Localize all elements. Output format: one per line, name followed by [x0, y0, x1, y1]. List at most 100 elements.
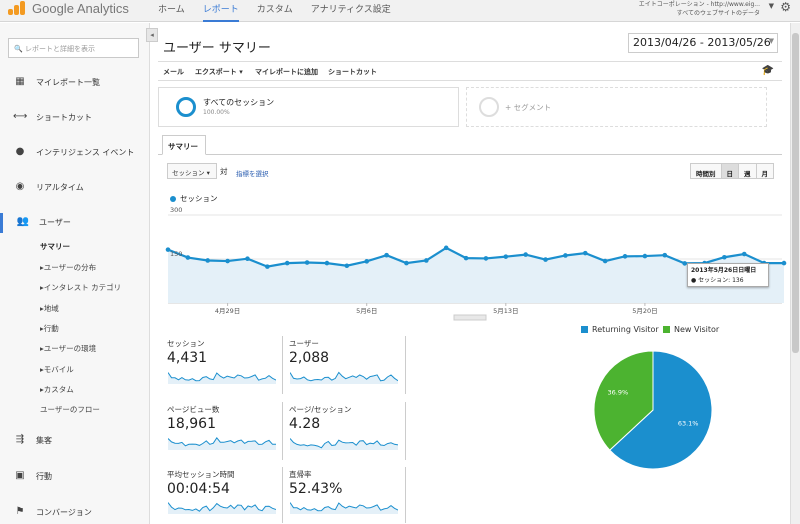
x-tick-label: 5月20日 [632, 307, 657, 315]
acquisition-icon: ⇶ [15, 434, 25, 445]
gear-icon[interactable]: ⚙ [780, 0, 791, 14]
scrollbar-thumb[interactable] [792, 33, 799, 353]
scorecard-label: ページビュー数 [167, 405, 220, 414]
legend-label: New Visitor [674, 325, 720, 334]
tab-summary[interactable]: サマリー [162, 135, 206, 155]
data-point [225, 258, 230, 264]
visitor-type-pie-chart: 63.1% 36.9% [593, 350, 713, 470]
data-point [424, 258, 429, 263]
sidebar-item-label: インテリジェンス イベント [36, 148, 135, 157]
add-segment-box[interactable]: + セグメント [466, 87, 767, 127]
page-scrollbar[interactable] [790, 23, 800, 524]
granularity-buttons: 時間別 日 週 月 [690, 163, 774, 179]
scorecard-label: セッション [167, 339, 205, 348]
scorecard-value: 2,088 [289, 350, 330, 366]
sparkline-area [290, 502, 398, 514]
series-area [168, 247, 784, 303]
sidebar-item-label: マイレポート一覧 [36, 78, 100, 87]
data-point [404, 260, 409, 266]
sidebar-subitem-behavior[interactable]: ▸行動 [40, 324, 59, 333]
scorecard-label: 平均セッション時間 [167, 470, 235, 479]
data-point [284, 260, 290, 266]
sparkline-line [168, 436, 276, 447]
account-selector[interactable]: エイトコーポレーション - http://www.eig... すべてのウェブサ… [639, 0, 760, 18]
data-point [602, 258, 608, 264]
sidebar-item-audience[interactable]: 👥 ユーザー [0, 213, 150, 233]
export-button[interactable]: エクスポート ▾ [195, 68, 243, 76]
sparkline-area [290, 372, 398, 384]
divider [282, 467, 283, 523]
segment-pct: 100.00% [203, 109, 230, 116]
sidebar-item-label: 集客 [36, 436, 52, 445]
segment-all-sessions[interactable]: すべてのセッション 100.00% [158, 87, 459, 127]
series-legend-dot [170, 196, 176, 202]
granularity-day-button[interactable]: 日 [720, 163, 739, 179]
sidebar-item-intelligence[interactable]: ● インテリジェンス イベント [0, 143, 150, 163]
sidebar-subitem-users-flow[interactable]: ユーザーのフロー [40, 405, 100, 414]
search-icon: 🔍 [14, 45, 23, 53]
granularity-month-button[interactable]: 月 [755, 163, 774, 179]
chevron-down-icon: ▾ [206, 169, 210, 177]
google-analytics-logo[interactable]: Google Analytics [8, 0, 129, 16]
grid-icon: ▦ [15, 76, 25, 87]
tooltip-date: 2013年5月26日日曜日 [691, 267, 757, 274]
sidebar-subitem-technology[interactable]: ▸ユーザーの環境 [40, 344, 97, 353]
tab-divider [158, 154, 782, 155]
sidebar-subitem-overview[interactable]: サマリー [40, 242, 70, 251]
y-tick-label: 150 [170, 250, 182, 258]
sidebar-item-label: コンバージョン [36, 508, 92, 517]
metric-select[interactable]: セッション ▾ [167, 163, 217, 179]
nav-home[interactable]: ホーム [158, 5, 185, 15]
data-point [483, 256, 489, 261]
vs-label: 対 [220, 167, 228, 176]
data-point [563, 253, 568, 258]
main-content: ユーザー サマリー 2013/04/26 - 2013/05/26 ▼ メール … [158, 23, 800, 524]
sidebar-subitem-mobile[interactable]: ▸モバイル [40, 365, 74, 374]
sidebar-item-shortcuts[interactable]: ⟷ ショートカット [0, 108, 150, 128]
shortcut-button[interactable]: ショートカット [328, 68, 377, 76]
sidebar-item-conversions[interactable]: ⚑ コンバージョン [0, 503, 150, 523]
granularity-week-button[interactable]: 週 [738, 163, 757, 179]
x-tick-label: 5月13日 [493, 307, 518, 315]
nav-admin[interactable]: アナリティクス設定 [310, 5, 391, 15]
granularity-hourly-button[interactable]: 時間別 [690, 163, 722, 179]
x-tick-label: 5月6日 [356, 307, 377, 315]
email-button[interactable]: メール [163, 68, 184, 76]
sidebar-item-acquisition[interactable]: ⇶ 集客 [0, 431, 150, 451]
sidebar-item-realtime[interactable]: ◉ リアルタイム [0, 178, 150, 198]
sparkline-area [168, 502, 276, 514]
scorecard-value: 52.43% [289, 481, 343, 497]
collapse-sidebar-button[interactable]: ◂ [146, 28, 158, 42]
data-point [503, 254, 509, 259]
sidebar-item-dashboards[interactable]: ▦ マイレポート一覧 [0, 73, 150, 93]
sidebar-subitem-custom[interactable]: ▸カスタム [40, 385, 74, 394]
sidebar-subitem-geo[interactable]: ▸地域 [40, 304, 59, 313]
data-point [543, 257, 548, 262]
select-metric-link[interactable]: 指標を選択 [236, 170, 269, 178]
add-to-dashboard-button[interactable]: マイレポートに追加 [255, 68, 318, 76]
logo-text: Google Analytics [32, 0, 129, 16]
data-point [384, 252, 389, 258]
data-point [344, 263, 350, 269]
data-point [265, 264, 270, 269]
sidebar-item-behavior[interactable]: ▣ 行動 [0, 467, 150, 487]
date-range-text: 2013/04/26 - 2013/05/26 [633, 36, 771, 49]
sparkline-avg-session-duration [168, 502, 276, 514]
sidebar-subitem-interests[interactable]: ▸インタレスト カテゴリ [40, 283, 122, 292]
data-point [463, 255, 469, 261]
series-line-sessions [167, 246, 784, 268]
account-caret-icon[interactable]: ▼ [768, 2, 774, 10]
date-range-picker[interactable]: 2013/04/26 - 2013/05/26 ▼ [628, 33, 778, 53]
sidebar-subitem-demographics[interactable]: ▸ユーザーの分布 [40, 263, 97, 272]
data-point [165, 247, 171, 252]
sparkline-sessions [168, 372, 276, 384]
search-placeholder: レポートと詳細を表示 [24, 45, 95, 53]
sparkline-pageviews [168, 436, 276, 450]
sidebar-item-label: ユーザー [39, 218, 71, 227]
nav-reports[interactable]: レポート [202, 0, 239, 22]
nav-custom[interactable]: カスタム [256, 5, 293, 15]
graduation-cap-icon[interactable]: 🎓 [761, 65, 774, 76]
lightbulb-icon: ● [15, 146, 25, 157]
sidebar-item-label: 行動 [36, 472, 52, 481]
sidebar-search-input[interactable]: 🔍 レポートと詳細を表示 [8, 38, 139, 58]
